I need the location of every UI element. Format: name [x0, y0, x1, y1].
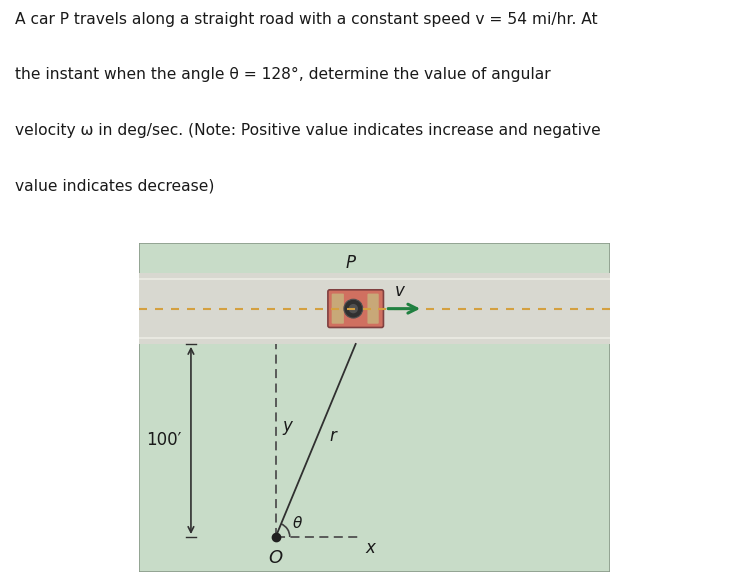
Text: r: r — [330, 427, 336, 444]
Text: value indicates decrease): value indicates decrease) — [15, 178, 214, 193]
Text: velocity ω in deg/sec. (Note: Positive value indicates increase and negative: velocity ω in deg/sec. (Note: Positive v… — [15, 123, 601, 138]
Circle shape — [344, 299, 363, 318]
Polygon shape — [139, 273, 610, 282]
FancyBboxPatch shape — [328, 290, 383, 328]
Text: A car P travels along a straight road with a constant speed v = 54 mi/hr. At: A car P travels along a straight road wi… — [15, 12, 598, 27]
FancyBboxPatch shape — [368, 294, 379, 324]
Polygon shape — [139, 335, 610, 344]
Text: O: O — [269, 549, 282, 566]
Text: y: y — [282, 417, 292, 435]
Text: the instant when the angle θ = 128°, determine the value of angular: the instant when the angle θ = 128°, det… — [15, 67, 551, 82]
FancyBboxPatch shape — [332, 294, 344, 324]
Text: v: v — [395, 282, 404, 300]
Polygon shape — [139, 273, 610, 344]
Text: P: P — [346, 254, 356, 272]
Circle shape — [348, 304, 358, 313]
Text: θ: θ — [293, 516, 302, 531]
Text: 100′: 100′ — [146, 431, 181, 450]
Text: x: x — [365, 539, 375, 557]
Polygon shape — [139, 243, 610, 572]
